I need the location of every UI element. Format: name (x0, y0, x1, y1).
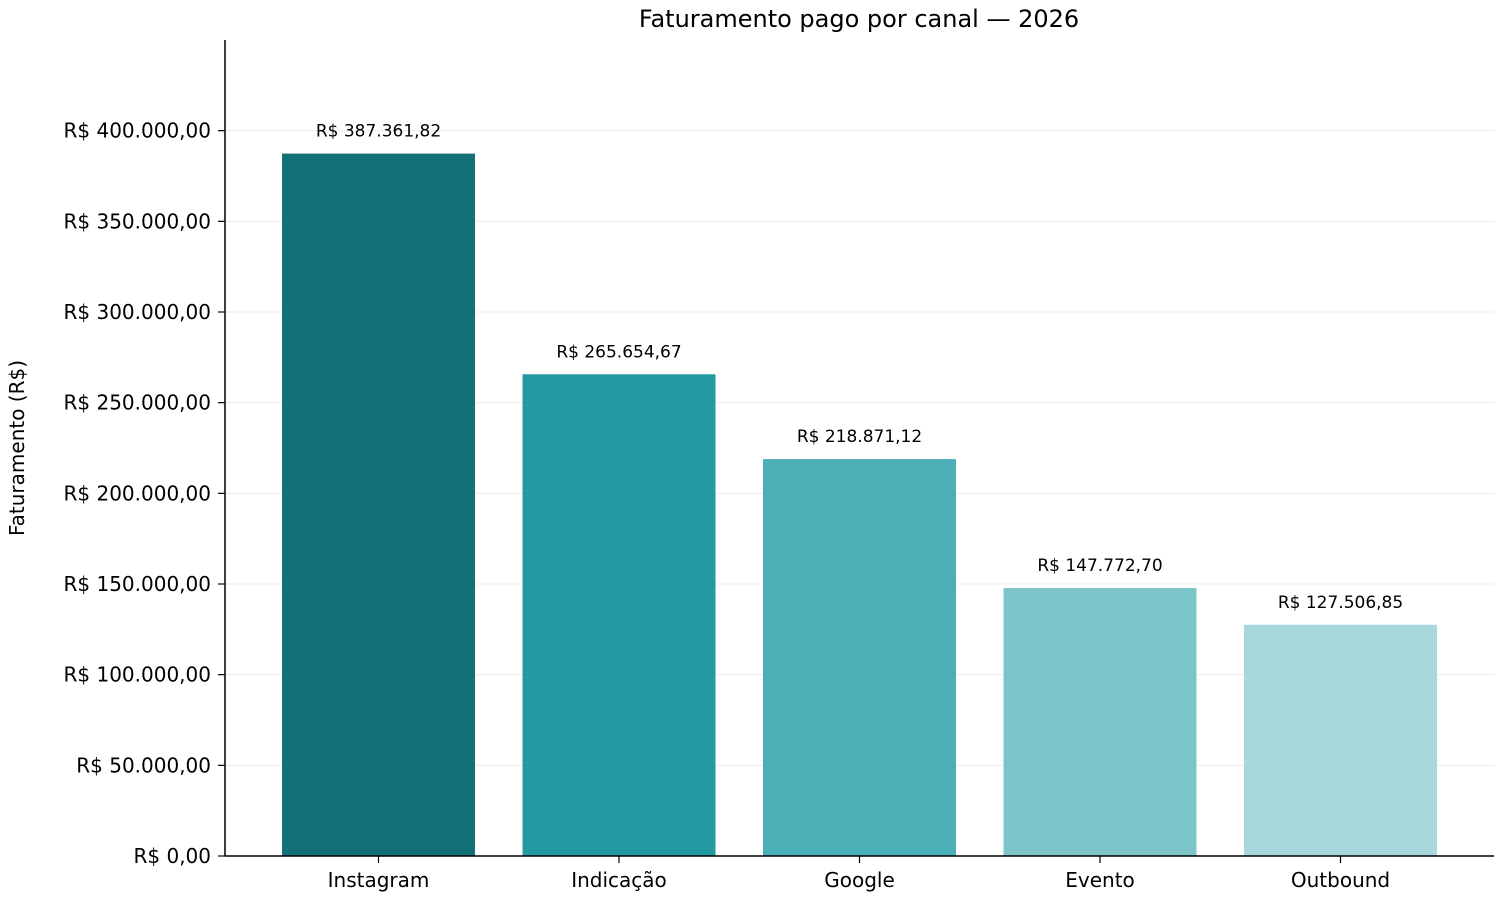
data-labels: R$ 387.361,82 R$ 265.654,67 R$ 218.871,12 R… (316, 122, 1403, 613)
x-tick-label: Outbound (1291, 868, 1390, 892)
y-tick-label: R$ 250.000,00 (64, 391, 212, 415)
bar-data-label: R$ 265.654,67 (556, 342, 681, 362)
y-tick-label: R$ 150.000,00 (64, 572, 212, 596)
x-tick-label: Instagram (328, 868, 430, 892)
bar-data-label: R$ 147.772,70 (1037, 556, 1162, 576)
x-tick-label: Indicação (571, 868, 667, 892)
y-axis-label: Faturamento (R$) (5, 360, 29, 536)
y-tick-label: R$ 350.000,00 (64, 209, 212, 233)
y-tick-label: R$ 0,00 (133, 844, 211, 868)
y-tick-label: R$ 100.000,00 (64, 663, 212, 687)
y-tick-label: R$ 300.000,00 (64, 300, 212, 324)
x-tick-label: Google (824, 868, 895, 892)
y-axis-ticks: R$ 0,00 R$ 50.000,00 R$ 100.000,00 R$ 150.0… (64, 119, 225, 868)
chart-title: Faturamento pago por canal — 2026 (639, 5, 1079, 33)
bar-indicacao (522, 374, 716, 856)
x-axis-ticks: Instagram Indicação Google Evento Outbound (328, 856, 1390, 892)
bar-data-label: R$ 218.871,12 (797, 427, 922, 447)
bars (282, 153, 1437, 857)
y-tick-label: R$ 200.000,00 (64, 481, 212, 505)
bar-data-label: R$ 387.361,82 (316, 122, 441, 142)
bar-outbound (1244, 624, 1437, 856)
bar-instagram (282, 153, 475, 857)
bar-data-label: R$ 127.506,85 (1278, 593, 1403, 613)
bar-google (763, 459, 956, 856)
y-tick-label: R$ 400.000,00 (64, 119, 212, 143)
bar-evento (1003, 588, 1197, 856)
y-tick-label: R$ 50.000,00 (76, 753, 211, 777)
x-tick-label: Evento (1065, 868, 1135, 892)
